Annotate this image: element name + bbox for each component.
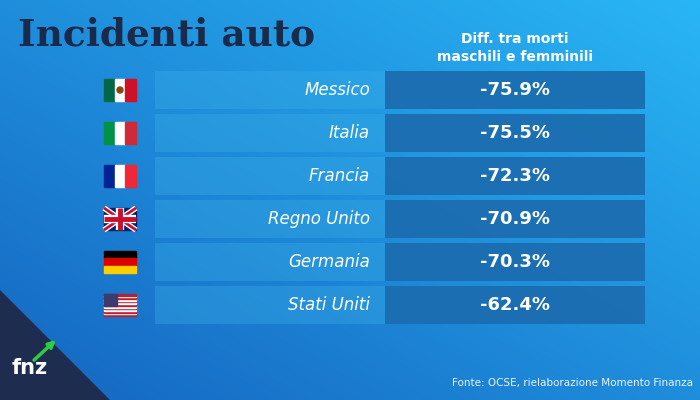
Bar	[104, 266, 136, 273]
Bar	[104, 311, 136, 313]
Text: Italia: Italia	[329, 124, 370, 142]
Text: -70.3%: -70.3%	[480, 253, 550, 271]
Bar	[385, 243, 645, 281]
Text: Diff. tra morti
maschili e femminili: Diff. tra morti maschili e femminili	[437, 32, 593, 64]
Bar	[104, 314, 136, 316]
Text: Germania: Germania	[288, 253, 370, 271]
Bar	[104, 302, 136, 304]
Text: Stati Uniti: Stati Uniti	[288, 296, 370, 314]
Text: -70.9%: -70.9%	[480, 210, 550, 228]
Bar	[104, 294, 117, 306]
Text: Regno Unito: Regno Unito	[268, 210, 370, 228]
Bar	[115, 79, 125, 101]
Bar	[104, 304, 136, 306]
Text: Francia: Francia	[309, 167, 370, 185]
Bar	[125, 79, 136, 101]
Bar	[104, 309, 136, 311]
Text: -72.3%: -72.3%	[480, 167, 550, 185]
Circle shape	[117, 87, 123, 93]
Bar	[385, 200, 645, 238]
Text: -75.9%: -75.9%	[480, 81, 550, 99]
Bar	[385, 114, 645, 152]
Bar	[125, 122, 136, 144]
Bar	[115, 165, 125, 187]
Bar	[155, 157, 645, 195]
Bar	[385, 157, 645, 195]
Bar	[385, 71, 645, 109]
Bar	[104, 296, 136, 297]
Bar	[104, 294, 136, 296]
Polygon shape	[0, 290, 110, 400]
Bar	[155, 243, 645, 281]
Bar	[155, 200, 645, 238]
Bar	[155, 71, 645, 109]
Bar	[115, 122, 125, 144]
Bar	[155, 286, 645, 324]
Text: Messico: Messico	[304, 81, 370, 99]
Bar	[104, 258, 136, 266]
Bar	[104, 79, 115, 101]
Text: Incidenti auto: Incidenti auto	[18, 16, 315, 54]
Bar	[104, 208, 136, 230]
Bar	[104, 301, 136, 302]
Bar	[104, 306, 136, 308]
Bar	[104, 299, 136, 301]
Bar	[104, 297, 136, 299]
Text: Fonte: OCSE, rielaborazione Momento Finanza: Fonte: OCSE, rielaborazione Momento Fina…	[452, 378, 693, 388]
Bar	[104, 308, 136, 309]
Text: -75.5%: -75.5%	[480, 124, 550, 142]
Bar	[104, 251, 136, 258]
Bar	[125, 165, 136, 187]
Bar	[104, 165, 115, 187]
Text: -62.4%: -62.4%	[480, 296, 550, 314]
Bar	[155, 114, 645, 152]
Bar	[385, 286, 645, 324]
Text: fnz: fnz	[12, 358, 48, 378]
Bar	[104, 122, 115, 144]
Bar	[104, 313, 136, 314]
